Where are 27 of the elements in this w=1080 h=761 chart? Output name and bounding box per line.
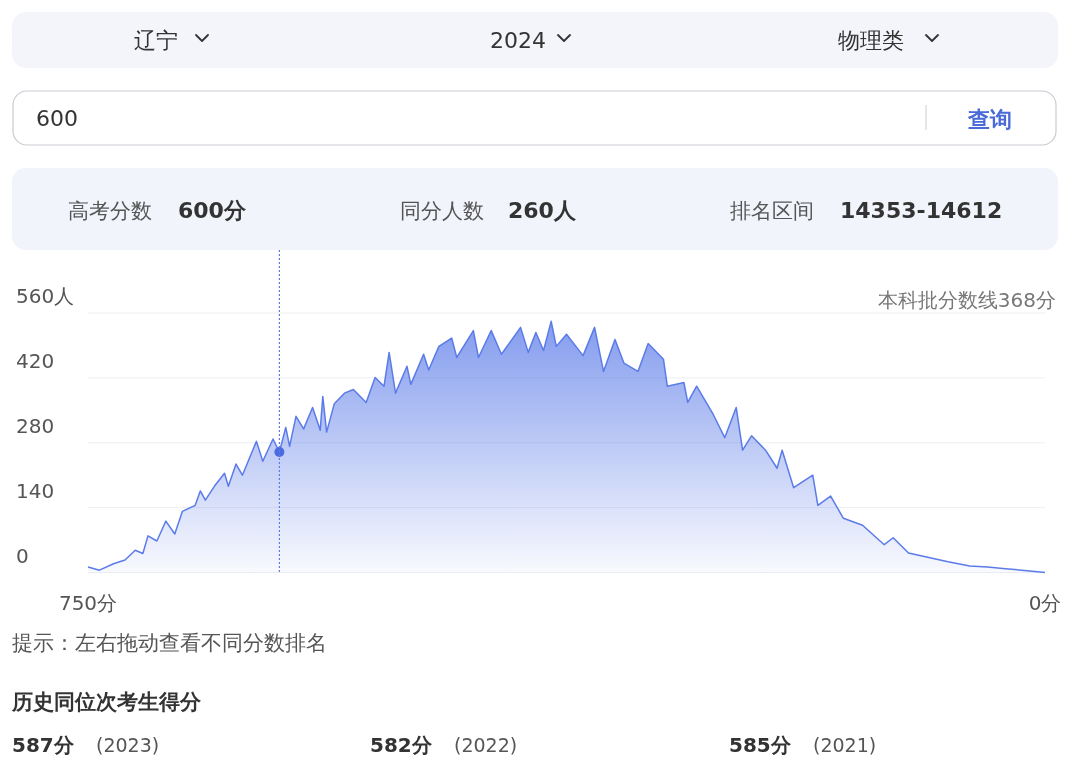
text: 260人 (508, 198, 577, 223)
text: 2024 (490, 28, 546, 53)
text: 582分 (370, 733, 433, 757)
y-tick-label: 560人 (16, 284, 75, 308)
text: 物理类 (838, 28, 904, 53)
text: 600 (36, 106, 78, 131)
x-tick-label: 750分 (58, 591, 118, 615)
y-tick-label: 140 (16, 478, 55, 503)
text: 同分人数 (400, 199, 484, 223)
text: 排名区间 (730, 199, 814, 223)
text: 提示：左右拖动查看不同分数排名 (12, 631, 327, 655)
text: (2021) (813, 734, 877, 756)
text: 查询 (967, 107, 1012, 132)
text: 587分 (12, 733, 75, 757)
text: (2022) (454, 734, 518, 756)
text: 辽宁 (134, 28, 178, 53)
text: 本科批分数线368分 (877, 288, 1056, 312)
text: 高考分数 (68, 199, 152, 223)
x-tick-label: 0分 (1028, 591, 1062, 615)
text: (2023) (96, 734, 160, 756)
text: 585分 (729, 733, 792, 757)
text: 历史同位次考生得分 (11, 690, 202, 714)
text: 600分 (178, 198, 247, 223)
y-tick-label: 280 (16, 413, 55, 438)
y-tick-label: 420 (16, 348, 55, 373)
y-tick-label: 0 (16, 543, 29, 568)
text: 14353-14612 (840, 198, 1003, 223)
